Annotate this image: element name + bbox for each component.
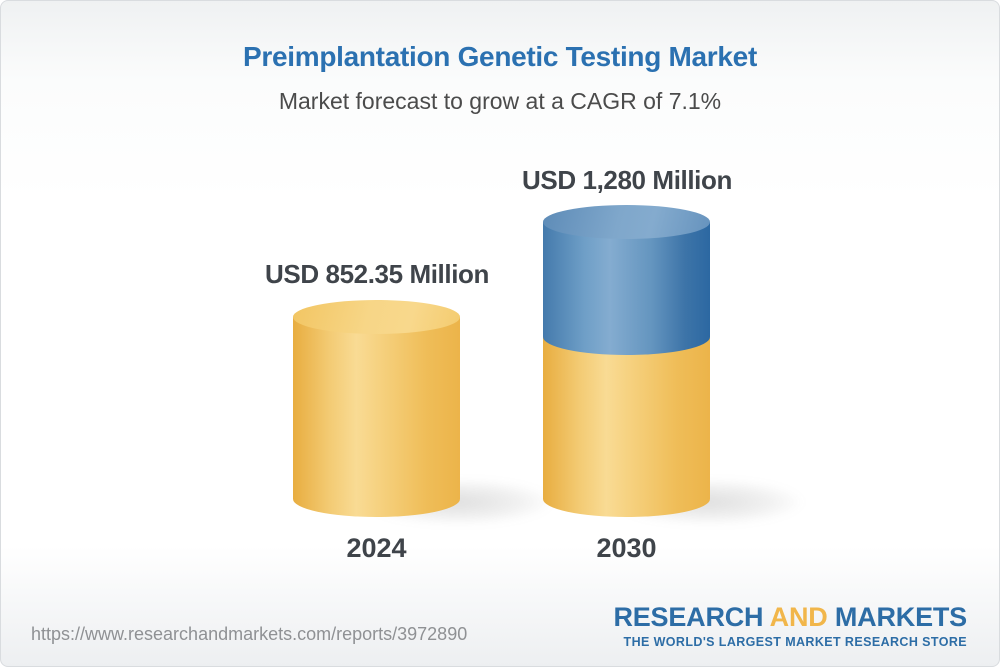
- page-subtitle: Market forecast to grow at a CAGR of 7.1…: [278, 88, 722, 114]
- research-and-markets-logo: RESEARCH AND MARKETS THE WORLD'S LARGEST…: [613, 604, 967, 649]
- logo-wordmark: RESEARCH AND MARKETS: [613, 604, 967, 631]
- report-url: https://www.researchandmarkets.com/repor…: [31, 624, 468, 644]
- bar-2030-cylinder: [543, 205, 803, 525]
- page-title: Preimplantation Genetic Testing Market: [243, 41, 757, 72]
- value-label-2024: USD 852.35 Million: [265, 259, 489, 289]
- value-label-2030: USD 1,280 Million: [522, 165, 732, 195]
- logo-word-markets: MARKETS: [834, 602, 967, 632]
- bar-2024-cylinder: [293, 300, 553, 525]
- bar-2024-base-segment: [293, 317, 460, 517]
- logo-word-and: AND: [769, 602, 828, 632]
- logo-word-research: RESEARCH: [613, 602, 764, 632]
- bar-2024-top-face: [293, 300, 460, 334]
- bar-2030-growth-segment: [543, 222, 710, 355]
- logo-tagline: THE WORLD'S LARGEST MARKET RESEARCH STOR…: [623, 635, 967, 649]
- bar-2030-top-face: [543, 205, 710, 239]
- category-label-2024: 2024: [346, 533, 407, 563]
- category-label-2030: 2030: [596, 533, 657, 563]
